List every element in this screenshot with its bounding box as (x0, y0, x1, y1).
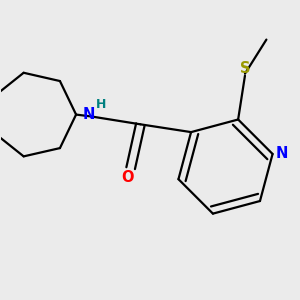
Text: O: O (122, 170, 134, 185)
Text: N: N (82, 107, 95, 122)
Text: S: S (240, 61, 250, 76)
Text: N: N (275, 146, 287, 161)
Text: H: H (96, 98, 106, 111)
